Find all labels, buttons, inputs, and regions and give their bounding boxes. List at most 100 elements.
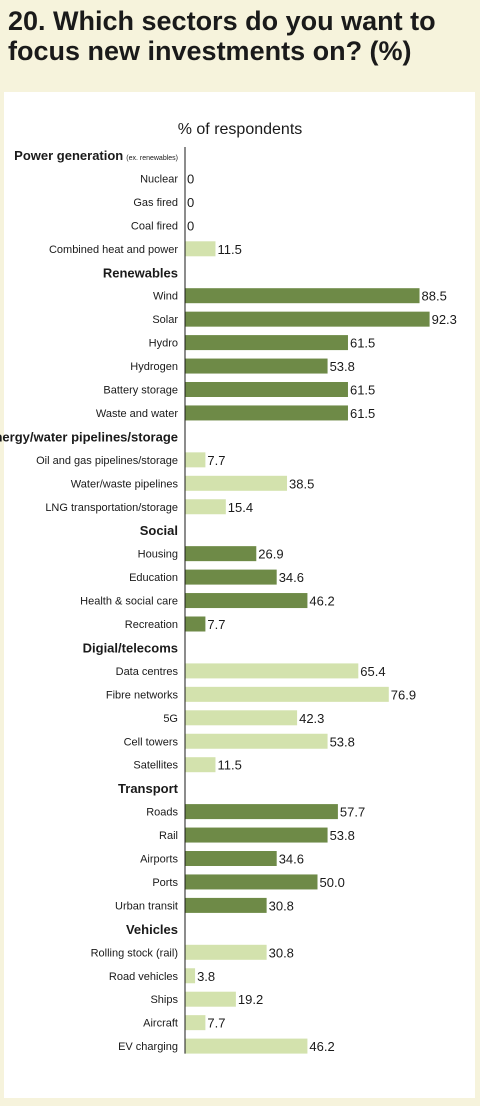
bar bbox=[185, 874, 318, 890]
bar bbox=[185, 452, 206, 468]
category-label: EV charging bbox=[118, 1041, 178, 1053]
value-label: 34.6 bbox=[279, 570, 304, 585]
bar bbox=[185, 897, 267, 913]
bar bbox=[185, 851, 277, 866]
value-label: 7.7 bbox=[207, 453, 225, 468]
value-label: 11.5 bbox=[217, 242, 241, 257]
bar bbox=[185, 475, 288, 491]
value-label: 61.5 bbox=[350, 336, 375, 351]
value-label: 7.7 bbox=[207, 1016, 225, 1031]
value-label: 15.4 bbox=[228, 500, 253, 515]
bar bbox=[185, 288, 420, 304]
category-label: Aircraft bbox=[143, 1018, 178, 1030]
bar bbox=[185, 1038, 308, 1054]
category-label: Rolling stock (rail) bbox=[91, 947, 178, 959]
category-label: Airports bbox=[140, 854, 178, 866]
bar bbox=[185, 311, 430, 327]
value-label: 53.8 bbox=[330, 359, 355, 374]
category-label: Solar bbox=[152, 314, 178, 326]
category-label: Rail bbox=[159, 830, 178, 842]
category-label: Fibre networks bbox=[106, 689, 179, 701]
category-label: Housing bbox=[138, 549, 178, 561]
category-label: Cell towers bbox=[124, 736, 179, 748]
bar bbox=[185, 733, 328, 749]
chart-title: 20. Which sectors do you want to focus n… bbox=[8, 6, 436, 66]
bar bbox=[185, 241, 216, 257]
value-label: 11.5 bbox=[217, 758, 241, 773]
value-label: 0 bbox=[187, 195, 194, 210]
bar bbox=[185, 569, 277, 585]
category-label: Satellites bbox=[133, 760, 178, 772]
category-label: Wind bbox=[153, 291, 178, 303]
value-label: 65.4 bbox=[360, 664, 385, 679]
value-label: 26.9 bbox=[258, 547, 283, 562]
bar bbox=[185, 358, 328, 374]
value-label: 76.9 bbox=[391, 687, 416, 702]
value-label: 0 bbox=[187, 218, 194, 233]
value-label: 42.3 bbox=[299, 711, 324, 726]
bar bbox=[185, 382, 348, 397]
bar bbox=[185, 663, 359, 679]
value-label: 38.5 bbox=[289, 476, 314, 491]
category-label: 5G bbox=[163, 713, 178, 725]
value-label: 3.8 bbox=[197, 969, 215, 984]
bar bbox=[185, 827, 328, 843]
category-label: Coal fired bbox=[131, 220, 178, 232]
group-label: Energy/water pipelines/storage bbox=[0, 429, 178, 444]
bar bbox=[185, 335, 348, 351]
bar bbox=[185, 710, 298, 726]
value-label: 7.7 bbox=[207, 617, 225, 632]
group-label: Power generation (ex. renewables) bbox=[14, 148, 178, 163]
group-label: Vehicles bbox=[126, 922, 178, 937]
category-label: Ports bbox=[152, 877, 178, 889]
bar bbox=[185, 686, 389, 702]
value-label: 61.5 bbox=[350, 383, 375, 398]
value-label: 88.5 bbox=[422, 289, 447, 304]
category-label: Hydrogen bbox=[130, 361, 178, 373]
value-label: 30.8 bbox=[269, 945, 294, 960]
value-label: 57.7 bbox=[340, 805, 365, 820]
bar bbox=[185, 944, 267, 960]
value-label: 61.5 bbox=[350, 406, 375, 421]
category-label: Oil and gas pipelines/storage bbox=[36, 455, 178, 467]
bar bbox=[185, 405, 348, 421]
category-label: Data centres bbox=[116, 666, 179, 678]
value-label: 30.8 bbox=[269, 898, 294, 913]
value-label: 53.8 bbox=[330, 828, 355, 843]
category-label: Health & social care bbox=[80, 596, 178, 608]
category-label: Waste and water bbox=[96, 408, 178, 420]
bar bbox=[185, 1015, 206, 1031]
bar bbox=[185, 804, 338, 820]
category-label: Combined heat and power bbox=[49, 244, 178, 256]
category-label: Ships bbox=[150, 994, 178, 1006]
bar bbox=[185, 593, 308, 609]
group-label: Renewables bbox=[103, 265, 178, 280]
category-label: Roads bbox=[146, 807, 178, 819]
bar bbox=[185, 991, 236, 1007]
axis-title: % of respondents bbox=[178, 121, 303, 138]
category-label: Recreation bbox=[125, 619, 178, 631]
value-label: 46.2 bbox=[309, 1039, 334, 1054]
value-label: 34.6 bbox=[279, 852, 304, 867]
category-label: Water/waste pipelines bbox=[71, 478, 179, 490]
category-label: Hydro bbox=[149, 338, 178, 350]
bar bbox=[185, 968, 196, 984]
category-label: Gas fired bbox=[133, 197, 178, 209]
category-label: Nuclear bbox=[140, 173, 178, 185]
value-label: 50.0 bbox=[320, 875, 345, 890]
value-label: 0 bbox=[187, 171, 194, 186]
group-label: Social bbox=[140, 523, 178, 538]
category-label: Battery storage bbox=[103, 385, 178, 397]
category-label: Road vehicles bbox=[109, 971, 179, 983]
category-label: Urban transit bbox=[115, 900, 178, 912]
bar bbox=[185, 616, 206, 632]
group-label: Digial/telecoms bbox=[83, 640, 178, 655]
group-label: Transport bbox=[118, 781, 179, 796]
value-label: 53.8 bbox=[330, 734, 355, 749]
category-label: Education bbox=[129, 572, 178, 584]
value-label: 19.2 bbox=[238, 992, 263, 1007]
bar bbox=[185, 546, 257, 562]
value-label: 92.3 bbox=[432, 312, 457, 327]
category-label: LNG transportation/storage bbox=[45, 502, 178, 514]
